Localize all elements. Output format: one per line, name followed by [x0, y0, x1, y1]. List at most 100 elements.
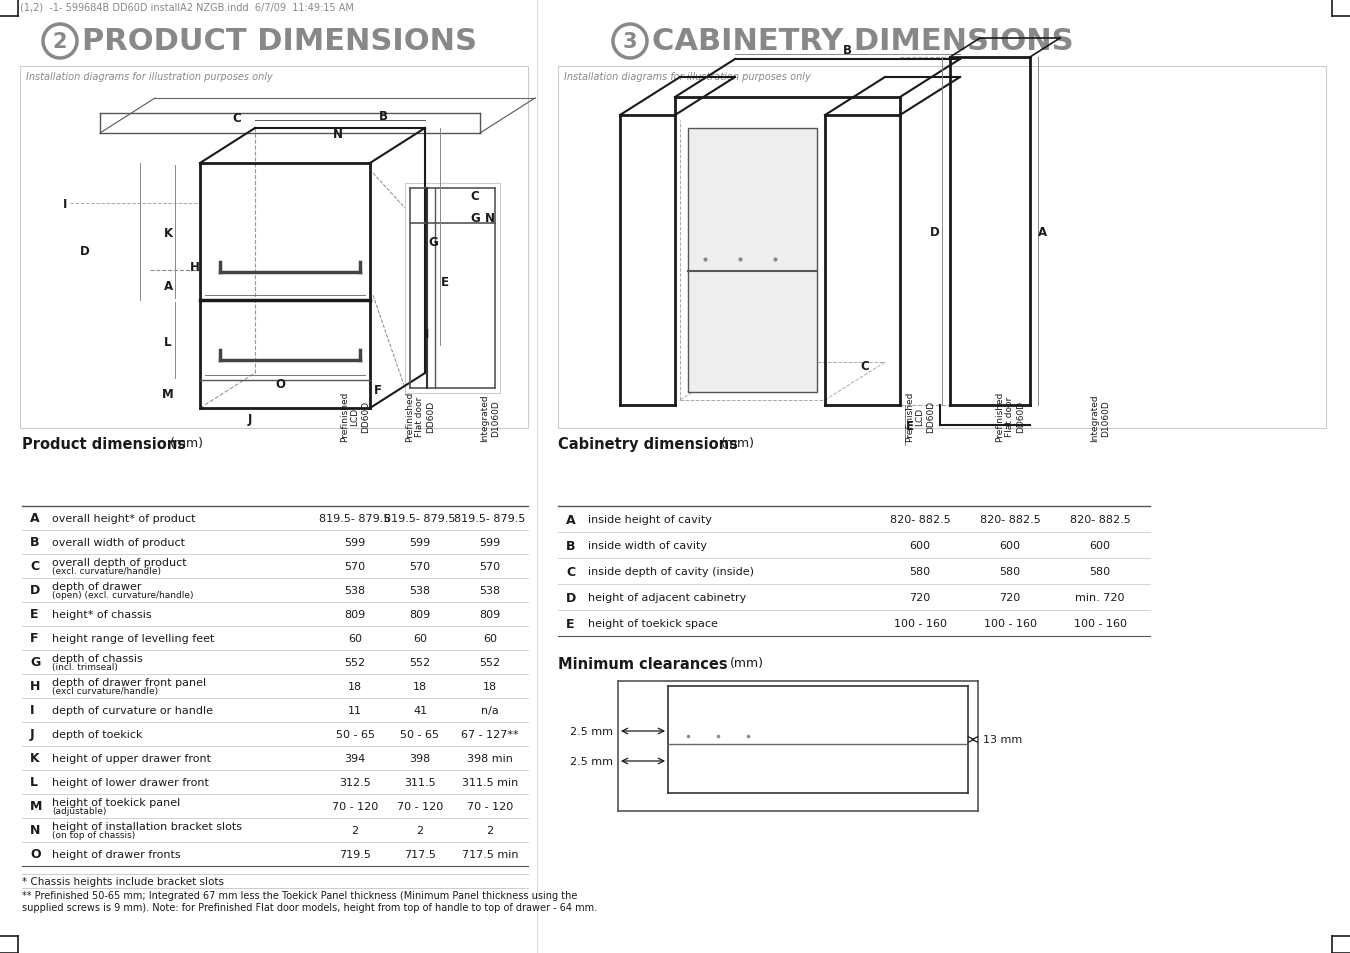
Text: G: G: [470, 213, 479, 225]
Text: G: G: [428, 235, 437, 248]
Text: height of lower drawer front: height of lower drawer front: [53, 778, 209, 787]
Text: depth of drawer: depth of drawer: [53, 582, 142, 592]
Text: 809: 809: [479, 609, 501, 619]
Text: E: E: [566, 617, 575, 630]
Text: 580: 580: [999, 566, 1021, 577]
Text: 18: 18: [483, 681, 497, 691]
Text: CABINETRY DIMENSIONS: CABINETRY DIMENSIONS: [652, 28, 1073, 56]
Text: 600: 600: [999, 540, 1021, 551]
Text: O: O: [30, 847, 40, 861]
Text: E: E: [441, 275, 450, 288]
Text: overall depth of product: overall depth of product: [53, 558, 186, 568]
Text: inside depth of cavity (inside): inside depth of cavity (inside): [589, 566, 755, 577]
Text: 599: 599: [409, 537, 431, 547]
Text: Integrated
D1060D: Integrated D1060D: [481, 394, 500, 441]
Text: inside width of cavity: inside width of cavity: [589, 540, 707, 551]
Text: M: M: [30, 800, 42, 813]
Text: 580: 580: [910, 566, 930, 577]
Text: Installation diagrams for illustration purposes only: Installation diagrams for illustration p…: [26, 71, 273, 82]
Text: A: A: [566, 513, 575, 526]
Text: D: D: [566, 591, 576, 604]
Text: L: L: [165, 335, 171, 348]
Text: 311.5: 311.5: [404, 778, 436, 787]
Text: 599: 599: [344, 537, 366, 547]
Text: 100 - 160: 100 - 160: [1073, 618, 1126, 628]
Text: 552: 552: [409, 658, 431, 667]
Text: K: K: [163, 227, 173, 239]
Text: (incl. trimseal): (incl. trimseal): [53, 662, 117, 671]
Text: PRODUCT DIMENSIONS: PRODUCT DIMENSIONS: [82, 28, 477, 56]
Text: 717.5 min: 717.5 min: [462, 849, 518, 859]
Text: B: B: [378, 111, 387, 123]
Text: 2.5 mm: 2.5 mm: [570, 757, 613, 766]
Text: C: C: [232, 112, 242, 126]
Text: Prefinished
Flat door
DD60D: Prefinished Flat door DD60D: [405, 392, 435, 441]
Text: C: C: [566, 565, 575, 578]
Text: 570: 570: [344, 561, 366, 572]
Text: height range of levelling feet: height range of levelling feet: [53, 634, 215, 643]
Text: I: I: [63, 197, 68, 211]
Text: F: F: [374, 384, 382, 397]
Text: Prefinished
LCD
DD60D: Prefinished LCD DD60D: [340, 392, 370, 441]
Text: 18: 18: [413, 681, 427, 691]
Text: (on top of chassis): (on top of chassis): [53, 830, 135, 840]
Text: 820- 882.5: 820- 882.5: [1069, 515, 1130, 524]
Text: 552: 552: [344, 658, 366, 667]
Text: 67 - 127**: 67 - 127**: [462, 729, 518, 740]
Bar: [405, 184, 500, 394]
Text: N: N: [30, 823, 40, 837]
Text: 11: 11: [348, 705, 362, 716]
Text: J: J: [30, 728, 35, 740]
Text: B: B: [30, 536, 39, 549]
Text: C: C: [471, 190, 479, 202]
Text: C: C: [861, 359, 869, 372]
Text: * Chassis heights include bracket slots: * Chassis heights include bracket slots: [22, 876, 224, 886]
Text: C: C: [30, 560, 39, 573]
Text: height of toekick panel: height of toekick panel: [53, 798, 181, 807]
Text: D: D: [30, 584, 40, 597]
Text: 819.5- 879.5: 819.5- 879.5: [320, 514, 390, 523]
Text: 2: 2: [351, 825, 359, 835]
Text: F: F: [30, 632, 39, 645]
Text: G: G: [30, 656, 40, 669]
Text: depth of toekick: depth of toekick: [53, 729, 143, 740]
Text: 809: 809: [409, 609, 431, 619]
Text: 60: 60: [483, 634, 497, 643]
Text: 2.5 mm: 2.5 mm: [570, 726, 613, 737]
Text: height of upper drawer front: height of upper drawer front: [53, 753, 211, 763]
Text: D: D: [80, 244, 90, 257]
Text: 570: 570: [409, 561, 431, 572]
Text: (excl curvature/handle): (excl curvature/handle): [53, 686, 158, 696]
Text: 50 - 65: 50 - 65: [401, 729, 440, 740]
Text: M: M: [162, 388, 174, 401]
Text: height of installation bracket slots: height of installation bracket slots: [53, 821, 242, 832]
Text: 809: 809: [344, 609, 366, 619]
Text: (1,2)  -1- 599684B DD60D installA2 NZGB.indd  6/7/09  11:49:15 AM: (1,2) -1- 599684B DD60D installA2 NZGB.i…: [20, 2, 354, 12]
Text: 580: 580: [1089, 566, 1111, 577]
Text: depth of drawer front panel: depth of drawer front panel: [53, 678, 207, 688]
Text: height of toekick space: height of toekick space: [589, 618, 718, 628]
Text: D: D: [930, 225, 940, 238]
Text: 819.5- 879.5: 819.5- 879.5: [455, 514, 525, 523]
Text: Prefinished
Flat door
DD60D: Prefinished Flat door DD60D: [995, 392, 1025, 441]
Text: B: B: [566, 539, 575, 552]
Text: (mm): (mm): [170, 436, 204, 450]
Text: height* of chassis: height* of chassis: [53, 609, 151, 619]
Text: 41: 41: [413, 705, 427, 716]
Text: Cabinetry dimensions: Cabinetry dimensions: [558, 436, 738, 452]
Text: 50 - 65: 50 - 65: [336, 729, 374, 740]
Text: 599: 599: [479, 537, 501, 547]
Text: height of adjacent cabinetry: height of adjacent cabinetry: [589, 593, 747, 602]
Text: depth of curvature or handle: depth of curvature or handle: [53, 705, 213, 716]
Text: H: H: [190, 261, 200, 274]
Text: depth of chassis: depth of chassis: [53, 654, 143, 664]
Text: (open) (excl. curvature/handle): (open) (excl. curvature/handle): [53, 590, 193, 599]
Text: Product dimensions: Product dimensions: [22, 436, 186, 452]
Text: A: A: [163, 280, 173, 294]
Text: 70 - 120: 70 - 120: [332, 801, 378, 811]
Text: height of drawer fronts: height of drawer fronts: [53, 849, 181, 859]
Text: 820- 882.5: 820- 882.5: [890, 515, 950, 524]
Text: 311.5 min: 311.5 min: [462, 778, 518, 787]
Text: 394: 394: [344, 753, 366, 763]
Text: O: O: [275, 377, 285, 390]
